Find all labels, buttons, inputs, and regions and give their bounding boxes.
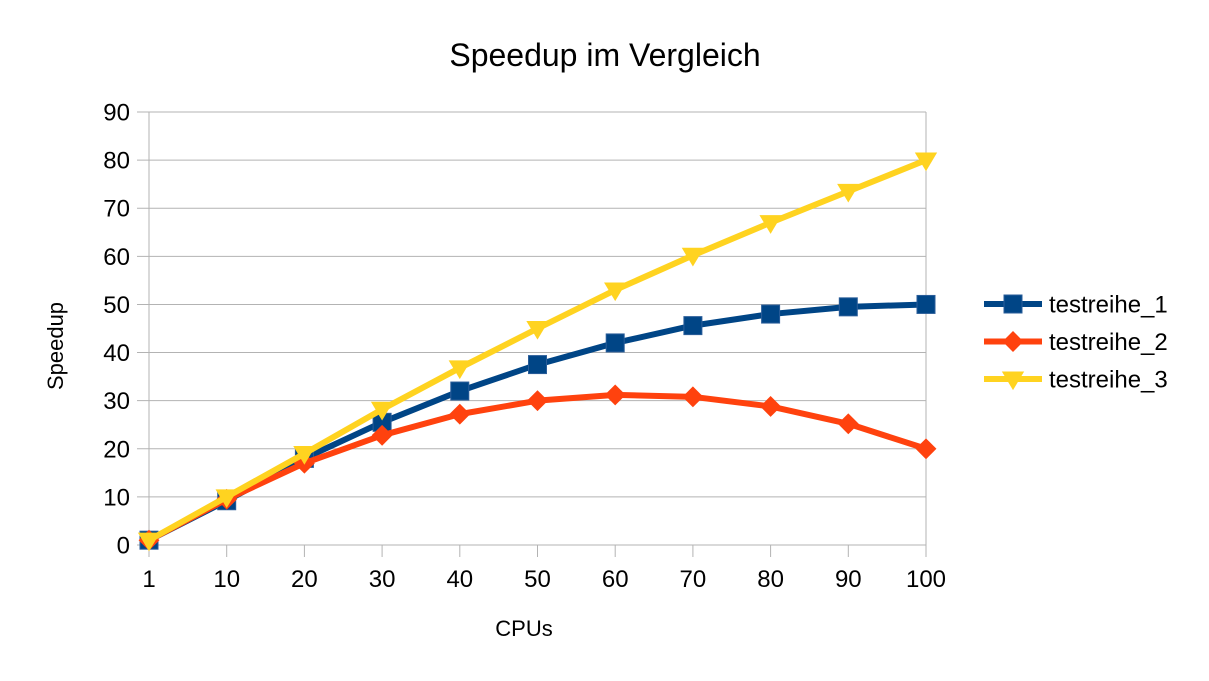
data-point xyxy=(761,304,781,324)
x-tick-label: 10 xyxy=(213,566,240,593)
data-point xyxy=(526,320,549,340)
y-axis-tick-labels: 0 10 20 30 40 50 60 70 80 90 xyxy=(103,100,130,560)
x-tick-label: 1 xyxy=(142,566,155,593)
data-point xyxy=(838,297,858,317)
x-tick-label: 30 xyxy=(369,566,396,593)
series-line xyxy=(146,301,929,544)
series-testreihe_3 xyxy=(137,152,938,552)
legend-marker xyxy=(1003,294,1023,314)
data-point xyxy=(682,386,704,408)
x-axis-tick-labels: 1 10 20 30 40 50 60 70 80 90 100 xyxy=(142,566,946,593)
chart-title: Speedup im Vergleich xyxy=(449,37,760,73)
legend-label: testreihe_1 xyxy=(1049,292,1168,319)
legend-marker xyxy=(1001,371,1025,391)
x-tick-label: 80 xyxy=(757,566,784,593)
y-tick-label: 70 xyxy=(103,196,130,223)
x-tick-label: 60 xyxy=(602,566,629,593)
legend-marker xyxy=(1002,331,1024,352)
y-tick-label: 60 xyxy=(103,244,130,271)
legend-label: testreihe_2 xyxy=(1049,329,1168,356)
data-point xyxy=(916,294,936,314)
series-testreihe_2 xyxy=(138,384,937,551)
data-point xyxy=(759,215,782,234)
data-point xyxy=(837,183,860,203)
chart-legend: testreihe_1 testreihe_2 testreihe_3 xyxy=(984,292,1168,394)
data-point xyxy=(527,390,548,412)
data-point xyxy=(449,403,471,425)
data-point xyxy=(604,384,626,406)
y-tick-label: 20 xyxy=(103,436,130,463)
data-point xyxy=(605,333,625,353)
x-tick-label: 70 xyxy=(680,566,707,593)
data-point xyxy=(604,282,627,302)
data-point xyxy=(837,413,859,435)
y-gridlines xyxy=(137,111,926,546)
data-point xyxy=(215,489,238,509)
series-line xyxy=(146,391,929,544)
data-point xyxy=(681,247,705,267)
y-tick-label: 80 xyxy=(103,148,130,175)
x-tick-label: 90 xyxy=(835,566,862,593)
data-point xyxy=(293,446,316,465)
legend-item: testreihe_2 xyxy=(984,329,1168,356)
data-point xyxy=(448,360,471,380)
legend-item: testreihe_3 xyxy=(984,367,1168,394)
y-tick-label: 0 xyxy=(117,533,130,560)
x-axis-label: CPUs xyxy=(495,616,552,641)
y-tick-label: 40 xyxy=(103,340,130,367)
legend-item: testreihe_1 xyxy=(984,292,1168,319)
x-tick-label: 50 xyxy=(524,566,551,593)
data-point xyxy=(915,438,937,460)
data-point xyxy=(683,316,703,336)
x-tick-label: 20 xyxy=(291,566,318,593)
data-point xyxy=(760,396,782,417)
y-axis-label: Speedup xyxy=(43,302,68,390)
data-point xyxy=(528,355,547,375)
data-point xyxy=(137,532,161,552)
x-tick-label: 40 xyxy=(446,566,473,593)
data-point xyxy=(450,381,470,401)
data-point xyxy=(370,401,394,421)
legend-label: testreihe_3 xyxy=(1049,367,1168,394)
y-tick-label: 30 xyxy=(103,388,130,415)
data-point xyxy=(371,424,393,446)
x-tick-label: 100 xyxy=(906,566,946,593)
data-point xyxy=(914,152,938,172)
y-tick-label: 10 xyxy=(103,484,130,511)
series-lines xyxy=(137,152,938,552)
y-tick-label: 50 xyxy=(103,292,130,319)
y-tick-label: 90 xyxy=(103,100,130,127)
